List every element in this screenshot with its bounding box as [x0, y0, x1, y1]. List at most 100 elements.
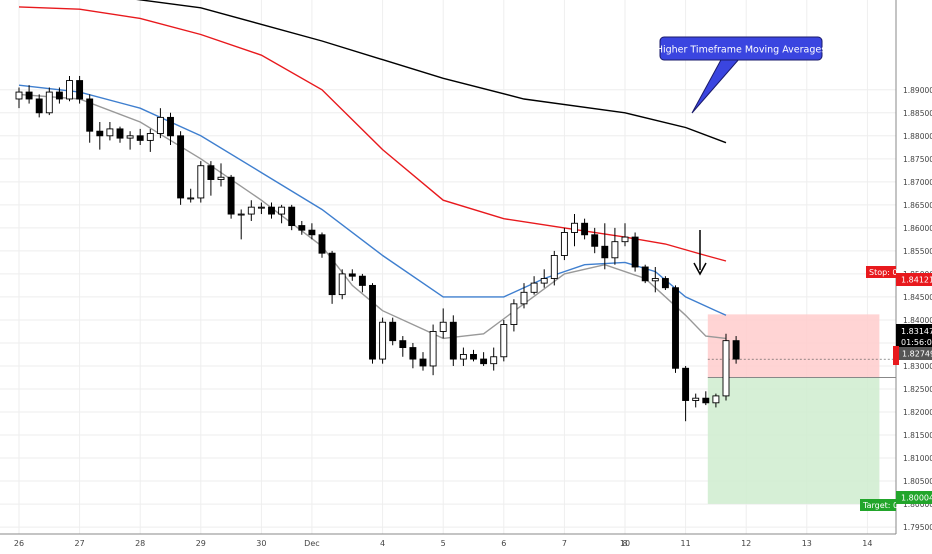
x-tick-label: 6 [501, 539, 506, 548]
y-tick-label: 1.80500 [903, 477, 932, 486]
candle-body [96, 130, 104, 137]
candle-countdown: 01:56:09 [901, 338, 932, 347]
candle-body [288, 206, 296, 227]
candle-body [45, 91, 53, 114]
y-tick-label: 1.85500 [903, 247, 932, 256]
y-tick-label: 1.87000 [903, 178, 932, 187]
candle-body [409, 347, 417, 360]
candle-body [510, 303, 518, 325]
y-tick-label: 1.82500 [903, 385, 932, 394]
candle-body [25, 91, 33, 100]
candle-body [611, 241, 619, 259]
candle-body [76, 80, 84, 100]
candle-body [257, 206, 265, 209]
candle-body [480, 358, 488, 365]
current-price: 1.83147 [901, 327, 932, 336]
candle-body [187, 197, 195, 200]
candle-body [631, 236, 639, 268]
x-tick-label: Dec [304, 539, 319, 548]
entry-price: 1.82749 [902, 350, 932, 359]
candle-body [167, 116, 174, 137]
y-tick-label: 1.82000 [903, 408, 932, 417]
candle-body [237, 213, 245, 216]
down-arrow-icon [693, 262, 707, 276]
y-tick-label: 1.83000 [903, 362, 932, 371]
y-tick-label: 1.79500 [903, 523, 932, 532]
target-zone [707, 377, 880, 504]
target-label: Target: 0. [862, 501, 901, 510]
x-tick-label: 4 [380, 539, 385, 548]
candle-body [86, 98, 94, 132]
candle-body [682, 367, 690, 401]
callout-pointer [691, 57, 742, 114]
target-label-tag [860, 499, 896, 511]
candle-body [207, 165, 215, 180]
y-tick-label: 1.81000 [903, 454, 932, 463]
y-tick-label: 1.86000 [903, 224, 932, 233]
y-tick-label: 1.81500 [903, 431, 932, 440]
candle-body [419, 358, 427, 367]
candle-body [247, 206, 255, 215]
candle-body [217, 176, 225, 180]
candle-body [197, 165, 205, 199]
x-tick-label: 10 [620, 539, 630, 548]
candle-body [358, 275, 366, 286]
candle-body [146, 133, 154, 141]
candle-body [348, 273, 356, 277]
candle-body [651, 278, 659, 282]
x-tick-label: 12 [741, 539, 751, 548]
y-tick-label: 1.88000 [903, 132, 932, 141]
y-tick-label: 1.87500 [903, 155, 932, 164]
entry-price-tag[interactable] [899, 347, 932, 360]
candle-body [136, 135, 144, 141]
x-tick-label: 30 [256, 539, 266, 548]
moving-average-line [136, 0, 727, 144]
candle-body [520, 291, 528, 305]
x-tick-label: 28 [135, 539, 145, 548]
candle-body [500, 324, 508, 358]
x-tick-label: 13 [802, 539, 812, 548]
candle-body [156, 116, 164, 134]
current-price-tag[interactable] [896, 324, 932, 349]
candle-body [692, 397, 700, 401]
candle-body [732, 340, 740, 360]
y-tick-label: 1.89000 [903, 86, 932, 95]
candle-body [66, 80, 73, 100]
candle-body [530, 282, 538, 293]
candle-body [268, 206, 275, 215]
entry-marker [893, 346, 899, 365]
stop-label: Stop: 0. [869, 268, 900, 277]
stop-price: 1.84121 [901, 276, 932, 285]
candle-body [429, 330, 437, 367]
candle-body [106, 128, 114, 137]
candle-body [722, 340, 730, 397]
moving-average-line [18, 6, 727, 262]
y-tick-label: 1.84500 [903, 293, 932, 302]
x-tick-label: 29 [196, 539, 206, 548]
target-price-tag[interactable] [896, 491, 932, 504]
candle-body [439, 321, 447, 332]
candle-body [35, 98, 43, 114]
y-tick-label: 1.80000 [903, 500, 932, 509]
y-tick-label: 1.88500 [903, 109, 932, 118]
candle-body [298, 225, 306, 231]
candle-body [449, 321, 457, 360]
candle-body [712, 395, 720, 404]
stop-label-tag [866, 266, 896, 278]
candle-body [560, 232, 568, 256]
x-tick-label: 8 [622, 539, 627, 548]
x-tick-label: 7 [562, 539, 567, 548]
stop-price-tag[interactable] [896, 273, 932, 286]
candle-body [308, 229, 316, 236]
candle-body [601, 245, 609, 259]
callout-box [659, 36, 823, 61]
y-tick-label: 1.84000 [903, 316, 932, 325]
x-tick-label: 5 [441, 539, 446, 548]
y-tick-label: 1.86500 [903, 201, 932, 210]
candle-body [459, 354, 467, 360]
callout-label: Higher Timeframe Moving Averages [656, 45, 826, 56]
moving-average-line [18, 84, 727, 316]
target-price: 1.80004 [901, 494, 932, 503]
